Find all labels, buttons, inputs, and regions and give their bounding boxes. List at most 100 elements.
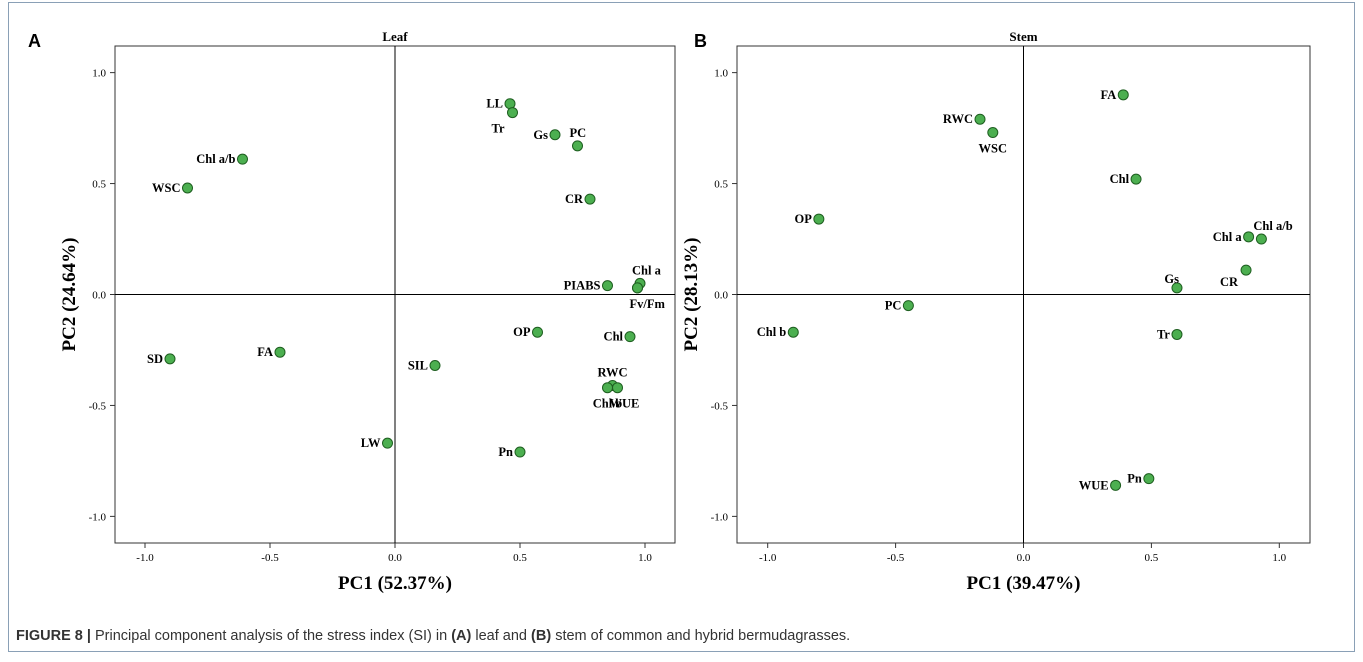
point-label: Chl b	[593, 397, 623, 411]
point-label: CR	[565, 192, 584, 206]
caption-text: Principal component analysis of the stre…	[91, 628, 850, 644]
data-point	[632, 282, 643, 294]
data-point	[612, 382, 623, 394]
data-point	[1130, 173, 1142, 185]
point-label: SIL	[408, 359, 428, 373]
y-tick-label: 0.0	[92, 290, 106, 302]
y-tick-label: -1.0	[89, 511, 107, 523]
panel-letter: B	[694, 31, 707, 51]
y-tick-label: 0.5	[92, 179, 106, 191]
point-label: Fv/Fm	[630, 297, 666, 311]
x-axis-label: PC1 (39.47%)	[967, 573, 1081, 594]
y-tick-label: -0.5	[89, 400, 107, 412]
x-tick-label: -0.5	[261, 552, 279, 564]
data-point	[602, 280, 613, 292]
point-label: Tr	[492, 122, 505, 136]
y-tick-label: 1.0	[714, 68, 728, 80]
point-label: PIABS	[564, 279, 601, 293]
point-label: FA	[1101, 88, 1117, 102]
caption-panel-ref: (A)	[451, 628, 472, 644]
point-label: WSC	[979, 142, 1007, 156]
x-tick-label: 1.0	[1272, 552, 1286, 564]
x-tick-label: -0.5	[887, 552, 905, 564]
data-point	[902, 300, 914, 312]
data-point	[1255, 233, 1267, 245]
point-label: Tr	[1157, 327, 1170, 341]
point-label: Pn	[1127, 472, 1142, 486]
point-label: Chl a/b	[196, 152, 235, 166]
data-point	[237, 153, 248, 165]
data-point	[382, 437, 393, 449]
caption-fragment: stem of common and hybrid bermudagrasses…	[551, 628, 851, 644]
point-label: CR	[1220, 275, 1239, 289]
data-point	[274, 346, 286, 358]
x-tick-label: 0.5	[513, 552, 527, 564]
data-point	[429, 360, 441, 371]
point-label: RWC	[597, 365, 627, 379]
panel-letter: A	[28, 31, 41, 51]
point-label: FA	[257, 345, 273, 359]
x-tick-label: 0.5	[1145, 552, 1159, 564]
data-point	[974, 113, 986, 125]
data-point	[182, 182, 193, 194]
data-point	[1240, 264, 1252, 276]
x-tick-label: -1.0	[136, 552, 154, 564]
point-label: Gs	[1164, 272, 1179, 286]
point-label: WUE	[1079, 478, 1109, 492]
point-label: Chl a	[632, 263, 662, 277]
data-point	[787, 326, 799, 338]
point-label: Chl	[604, 330, 624, 344]
y-axis-label: PC2 (24.64%)	[59, 238, 80, 352]
data-point	[1171, 282, 1183, 294]
caption-fragment: Principal component analysis of the stre…	[90, 628, 452, 644]
data-point	[1110, 479, 1122, 491]
point-label: WSC	[152, 181, 180, 195]
data-point	[514, 446, 526, 458]
point-label: OP	[513, 325, 531, 339]
point-label: Chl b	[757, 325, 787, 339]
data-point	[624, 331, 636, 343]
data-point	[164, 353, 176, 365]
point-label: Chl a/b	[1253, 219, 1292, 233]
point-label: Chl a	[1213, 230, 1243, 244]
data-point	[1143, 473, 1155, 485]
data-point	[572, 140, 583, 152]
y-tick-label: 0.5	[714, 179, 728, 191]
figure-frame	[8, 2, 1355, 652]
figure-caption: FIGURE 8 | Principal component analysis …	[16, 628, 1346, 644]
y-tick-label: 1.0	[92, 68, 106, 80]
data-point	[813, 213, 825, 225]
data-point	[1117, 89, 1129, 101]
point-label: Pn	[498, 445, 513, 459]
data-point	[584, 193, 596, 205]
y-tick-label: -1.0	[711, 511, 729, 523]
data-point	[549, 129, 561, 141]
x-tick-label: 1.0	[638, 552, 652, 564]
caption-fragment: leaf and	[471, 628, 532, 644]
chart-panel-a: -1.0 -0.5 0.0 0.5 1.0 1.0 0.5 0.0 -0.5 -1.0 A Leaf P…	[28, 29, 676, 594]
point-label: Gs	[533, 128, 548, 142]
caption-panel-ref: (B)	[531, 628, 552, 644]
point-label: LL	[486, 97, 503, 111]
y-tick-label: 0.0	[714, 290, 728, 302]
point-label: Chl	[1110, 172, 1130, 186]
plot-title: Leaf	[382, 29, 408, 44]
point-label: PC	[570, 126, 587, 140]
figure-number: FIGURE 8 |	[16, 628, 91, 644]
chart-panel-b: -1.0 -0.5 0.0 0.5 1.0 1.0 0.5 0.0 -0.5 -1.0 B Stem P…	[681, 29, 1311, 594]
point-label: OP	[794, 212, 812, 226]
data-point	[532, 326, 543, 338]
data-point	[602, 382, 613, 394]
data-point	[1171, 328, 1183, 340]
data-point	[1243, 231, 1255, 243]
point-label: RWC	[943, 112, 973, 126]
x-tick-label: 0.0	[1017, 552, 1031, 564]
x-tick-label: 0.0	[388, 552, 402, 564]
plot-title: Stem	[1009, 29, 1037, 44]
data-point	[507, 107, 518, 119]
y-axis-label: PC2 (28.13%)	[681, 238, 702, 352]
y-tick-label: -0.5	[711, 400, 729, 412]
point-label: LW	[361, 436, 381, 450]
point-label: SD	[147, 352, 163, 366]
